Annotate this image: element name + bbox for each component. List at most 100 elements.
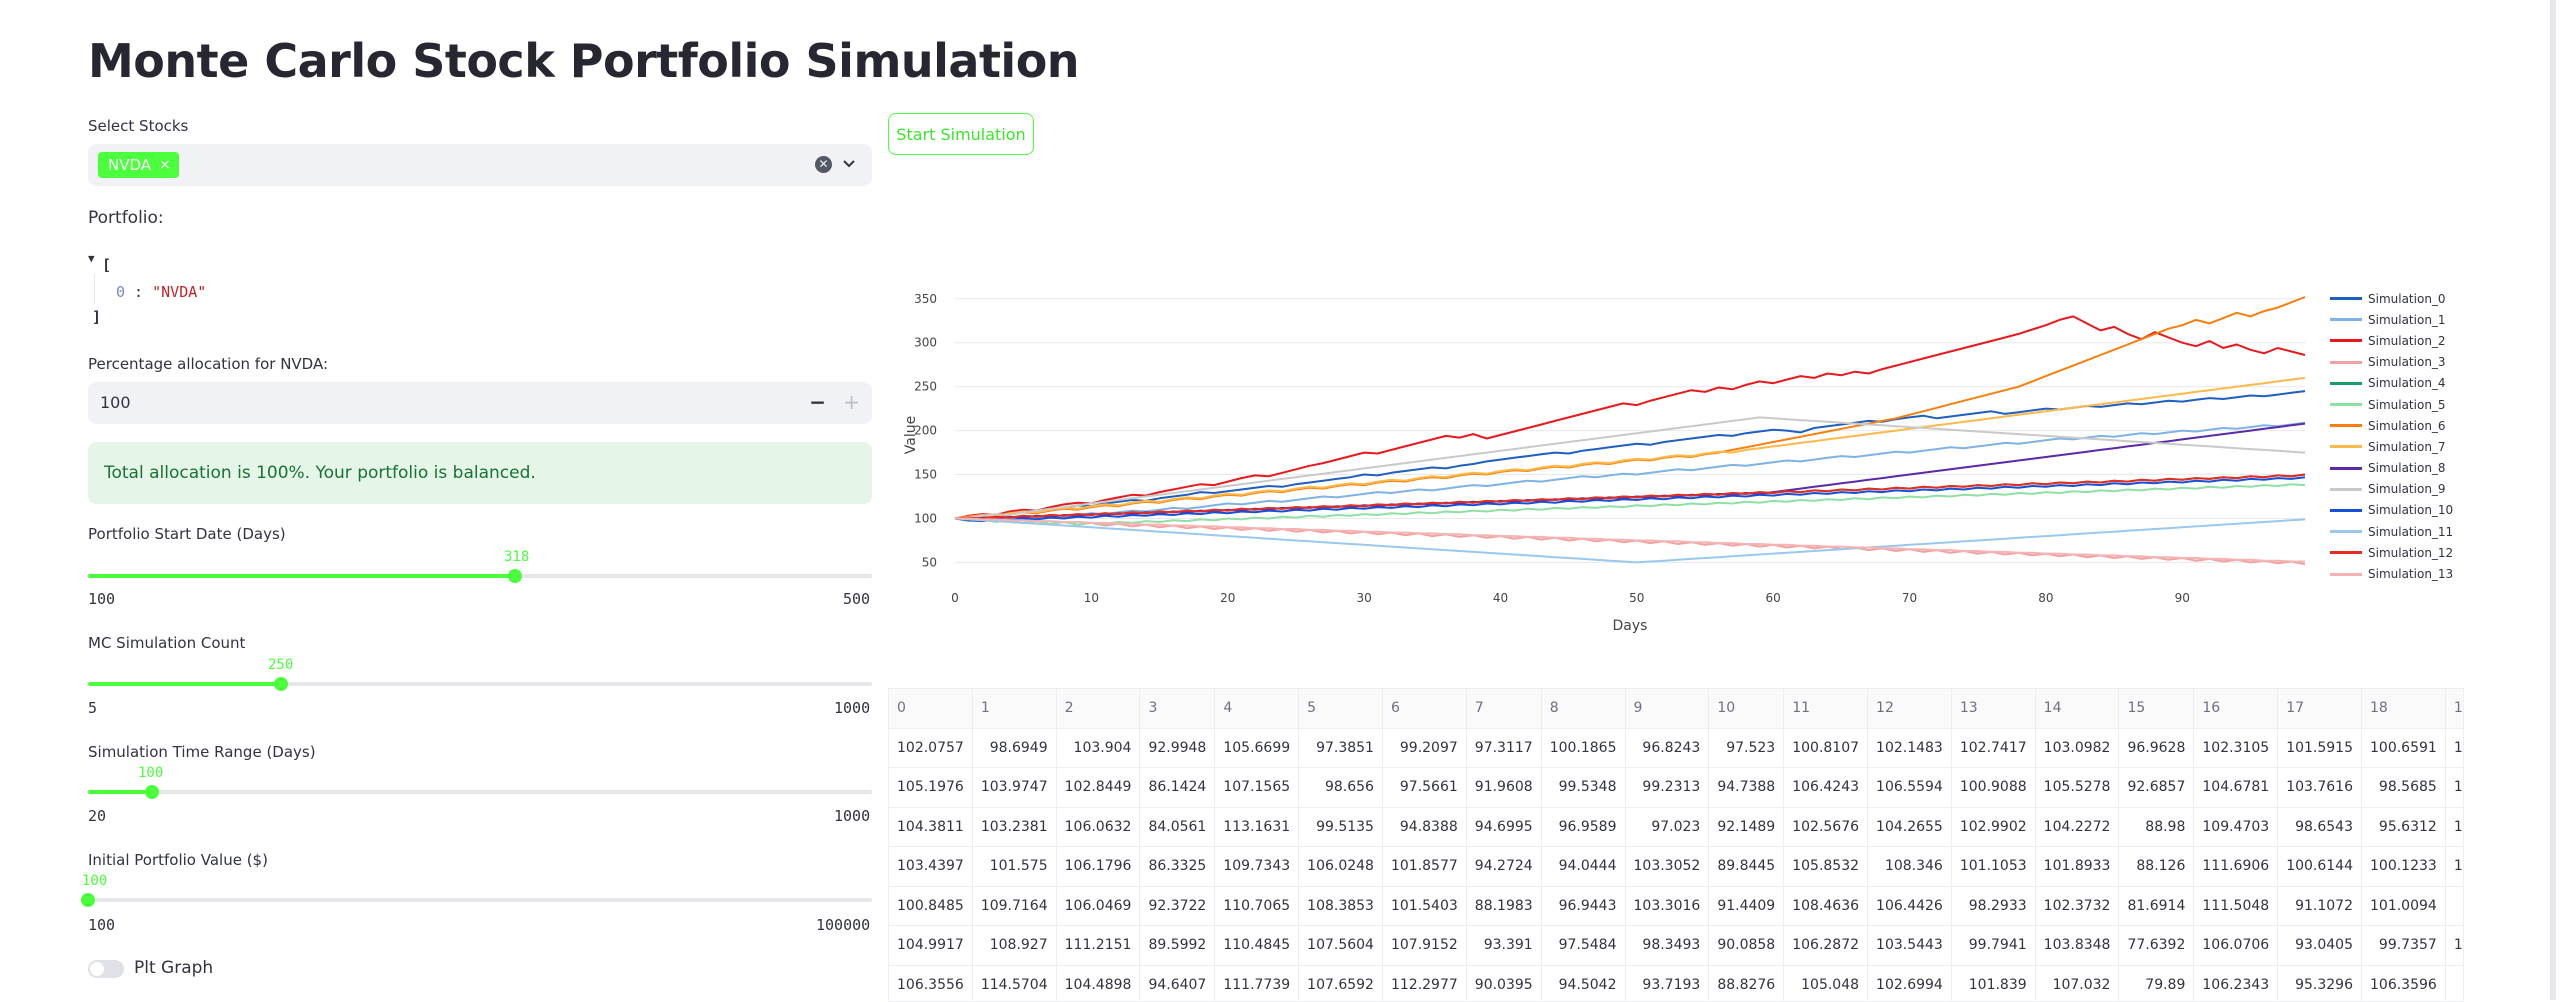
table-cell[interactable]: 88.1983 <box>1466 886 1542 926</box>
table-cell[interactable]: 108.4636 <box>1783 886 1869 926</box>
table-cell[interactable]: 100.1865 <box>1541 728 1626 768</box>
table-cell[interactable]: 94.2724 <box>1466 846 1542 887</box>
legend-item[interactable]: Simulation_3 <box>2330 352 2470 373</box>
table-cell[interactable]: 90.0395 <box>1466 965 1542 1001</box>
table-cell[interactable]: 91.4409 <box>1708 886 1785 926</box>
table-cell[interactable]: 101.839 <box>1951 965 2036 1001</box>
table-cell[interactable]: 86.1424 <box>1139 767 1216 808</box>
table-cell[interactable]: 98.656 <box>1298 767 1383 808</box>
column-header[interactable]: 14 <box>2035 689 2120 729</box>
table-cell[interactable]: 89.8445 <box>1708 846 1785 887</box>
table-cell[interactable]: 108.927 <box>972 925 1057 966</box>
plt-graph-toggle[interactable] <box>88 960 124 978</box>
table-cell[interactable]: 93.0405 <box>2277 925 2362 966</box>
column-header[interactable]: 6 <box>1382 689 1467 729</box>
table-cell[interactable]: 97.523 <box>1708 728 1785 768</box>
slider-thumb[interactable] <box>145 785 159 799</box>
legend-item[interactable]: Simulation_12 <box>2330 542 2470 563</box>
table-cell[interactable]: 99.2097 <box>1382 728 1467 768</box>
table-cell[interactable]: 99.2313 <box>1625 767 1710 808</box>
table-cell[interactable]: 97.5484 <box>1541 925 1626 966</box>
table-cell[interactable]: 108.3853 <box>1298 886 1383 926</box>
table-cell[interactable]: 94.8388 <box>1382 807 1467 847</box>
table-cell[interactable]: 98.3493 <box>1625 925 1710 966</box>
legend-item[interactable]: Simulation_7 <box>2330 436 2470 457</box>
table-cell[interactable]: 94.6407 <box>1139 965 1216 1001</box>
legend-item[interactable]: Simulation_4 <box>2330 373 2470 394</box>
table-row[interactable]: 102.0757 98.6949 103.904 92.9948 105.6699 97.… <box>889 728 2463 768</box>
table-cell[interactable]: 103.8348 <box>2035 925 2120 966</box>
allocation-input[interactable]: 100 − + <box>88 382 872 424</box>
table-cell[interactable]: 107.1565 <box>1214 767 1300 808</box>
legend-item[interactable]: Simulation_5 <box>2330 394 2470 415</box>
legend-item[interactable]: Simulation_11 <box>2330 521 2470 542</box>
table-cell[interactable]: 89.5992 <box>1139 925 1216 966</box>
stock-multiselect[interactable]: NVDA × ✕ <box>88 144 872 186</box>
table-cell[interactable]: 106.0469 <box>1056 886 1141 926</box>
table-cell[interactable]: 104.4898 <box>1056 965 1141 1001</box>
table-cell[interactable]: 106.3999 <box>2445 767 2463 808</box>
legend-item[interactable]: Simulation_2 <box>2330 330 2470 351</box>
chart-legend[interactable]: Simulation_0 Simulation_1 Simulation_2 Simu… <box>2330 288 2470 584</box>
table-cell[interactable]: 106.4426 <box>1867 886 1952 926</box>
table-cell[interactable]: 102.5676 <box>1783 807 1869 847</box>
column-header[interactable]: 12 <box>1867 689 1952 729</box>
table-cell[interactable]: 92.9948 <box>1139 728 1216 768</box>
table-cell[interactable]: 101.8933 <box>2035 846 2120 887</box>
table-cell[interactable]: 95.3296 <box>2277 965 2362 1001</box>
table-cell[interactable]: 100.1233 <box>2361 846 2446 887</box>
table-cell[interactable]: 104.2655 <box>1867 807 1952 847</box>
table-cell[interactable]: 103.5443 <box>1867 925 1952 966</box>
table-cell[interactable]: 96.9443 <box>1541 886 1626 926</box>
column-header[interactable]: 11 <box>1783 689 1869 729</box>
table-cell[interactable]: 107.25 <box>2445 886 2463 926</box>
table-cell[interactable]: 93.391 <box>1466 925 1542 966</box>
table-cell[interactable]: 114.5704 <box>972 965 1057 1001</box>
collapse-icon[interactable]: ▼ <box>88 252 95 265</box>
table-cell[interactable]: 108.1218 <box>2445 846 2463 887</box>
table-cell[interactable]: 109.7164 <box>972 886 1057 926</box>
table-cell[interactable]: 94.5042 <box>1541 965 1626 1001</box>
table-cell[interactable]: 90.0858 <box>1708 925 1785 966</box>
table-cell[interactable]: 103.3016 <box>1625 886 1710 926</box>
table-cell[interactable]: 100.9088 <box>1951 767 2036 808</box>
column-header[interactable]: 1 <box>972 689 1057 729</box>
table-cell[interactable]: 99.5135 <box>1298 807 1383 847</box>
increment-button[interactable]: + <box>843 390 860 414</box>
allocation-value[interactable]: 100 <box>100 393 131 412</box>
table-cell[interactable]: 107.9152 <box>1382 925 1467 966</box>
slider-thumb[interactable] <box>274 677 288 691</box>
table-row[interactable]: 103.4397 101.575 106.1796 86.3325 109.7343 10… <box>889 846 2463 887</box>
table-cell[interactable]: 97.3117 <box>1466 728 1542 768</box>
table-cell[interactable]: 99.5348 <box>1541 767 1626 808</box>
table-cell[interactable]: 104.3811 <box>889 807 973 847</box>
legend-item[interactable]: Simulation_1 <box>2330 309 2470 330</box>
table-cell[interactable]: 107.6592 <box>1298 965 1383 1001</box>
table-cell[interactable]: 101.1053 <box>1951 846 2036 887</box>
table-cell[interactable]: 107.5604 <box>1298 925 1383 966</box>
table-cell[interactable]: 106.4085 <box>2445 807 2463 847</box>
table-cell[interactable]: 96.8243 <box>1625 728 1710 768</box>
table-cell[interactable]: 99.7357 <box>2361 925 2446 966</box>
table-cell[interactable]: 92.3722 <box>1139 886 1216 926</box>
column-header[interactable]: 2 <box>1056 689 1141 729</box>
table-cell[interactable]: 92.6857 <box>2118 767 2195 808</box>
table-cell[interactable]: 100.6144 <box>2277 846 2362 887</box>
table-row[interactable]: 105.1976 103.9747 102.8449 86.1424 107.1565 9… <box>889 767 2463 808</box>
table-cell[interactable]: 94.6995 <box>1466 807 1542 847</box>
table-cell[interactable]: 98.2933 <box>1951 886 2036 926</box>
slider-thumb[interactable] <box>81 893 95 907</box>
table-cell[interactable]: 105.8532 <box>1783 846 1869 887</box>
table-cell[interactable]: 98.5685 <box>2361 767 2446 808</box>
table-cell[interactable]: 97.023 <box>1625 807 1710 847</box>
column-header[interactable]: 3 <box>1139 689 1216 729</box>
table-cell[interactable]: 91.9608 <box>1466 767 1542 808</box>
table-cell[interactable]: 106.0632 <box>1056 807 1141 847</box>
table-cell[interactable]: 106.0248 <box>1298 846 1383 887</box>
table-cell[interactable]: 98.6543 <box>2277 807 2362 847</box>
table-cell[interactable]: 104.9807 <box>2445 728 2463 768</box>
table-cell[interactable]: 98.6949 <box>972 728 1057 768</box>
table-cell[interactable]: 86.3325 <box>1139 846 1216 887</box>
column-header[interactable]: 10 <box>1708 689 1785 729</box>
table-cell[interactable]: 106.0706 <box>2193 925 2279 966</box>
